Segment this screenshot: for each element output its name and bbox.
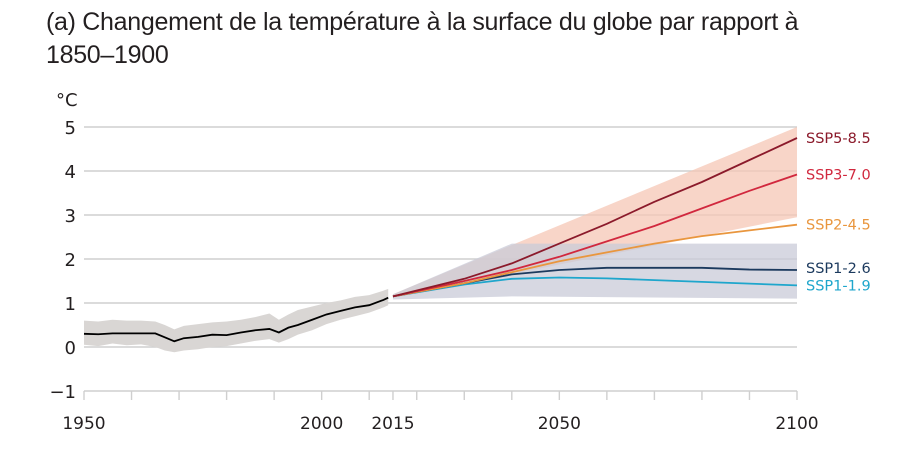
- series-label: SSP1-1.9: [806, 278, 871, 294]
- y-axis-unit-label: °C: [56, 90, 78, 111]
- series-line-ssp3-7-0: [392, 173, 798, 298]
- x-axis: 1950 2000 2015 2050 2100: [62, 390, 819, 434]
- y-tick-label: 1: [65, 294, 76, 315]
- historical-line: [83, 296, 389, 343]
- historical-series: [83, 288, 389, 353]
- chart-title: (a) Changement de la température à la su…: [46, 8, 799, 69]
- uncertainty-bands: [392, 127, 797, 300]
- uncertainty-band: [392, 243, 797, 300]
- y-tick-label: 4: [65, 162, 76, 183]
- x-tick-label: 2000: [300, 414, 343, 434]
- series-line-ssp2-4-5: [392, 223, 798, 298]
- y-tick-labels: 5 4 3 2 1 0 −1: [49, 118, 76, 403]
- series-label: SSP3-7.0: [806, 168, 871, 184]
- series-label: SSP5-8.5: [806, 131, 871, 147]
- x-tick-label: 2100: [775, 414, 818, 434]
- y-tick-label: 5: [65, 118, 76, 139]
- x-tick-label: 2050: [538, 414, 581, 434]
- y-tick-label: 2: [65, 250, 76, 271]
- y-tick-label: 3: [65, 206, 76, 227]
- x-tick-label: 1950: [62, 414, 105, 434]
- series-line-ssp5-8-5: [392, 137, 798, 298]
- historical-band: [84, 288, 389, 353]
- series-line-ssp1-1-9: [392, 276, 798, 298]
- x-tick-label: 2015: [371, 414, 414, 434]
- y-tick-label: −1: [49, 382, 76, 403]
- series-label: SSP1-2.6: [806, 261, 871, 277]
- series-label: SSP2-4.5: [806, 218, 871, 234]
- y-tick-label: 0: [65, 338, 76, 359]
- scenario-lines: [392, 137, 798, 298]
